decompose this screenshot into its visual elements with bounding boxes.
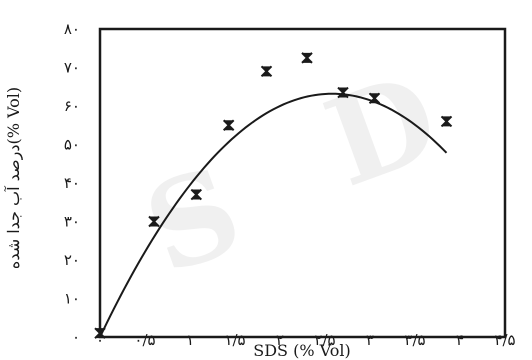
data-point-cross xyxy=(337,86,349,99)
y-tick-label: ۷۰ xyxy=(64,59,80,77)
x-tick-label: ۰ xyxy=(96,331,104,349)
x-axis-title: SDS (% Vol) xyxy=(253,341,350,360)
plot-frame xyxy=(98,27,507,339)
y-tick-label: ۰ xyxy=(72,328,80,346)
y-tick-label: ۶۰ xyxy=(64,97,80,115)
data-point-cross xyxy=(440,115,453,128)
data-point xyxy=(260,65,273,78)
x-tick-label: ۱/۵ xyxy=(224,331,245,349)
x-tick-label: ۲ xyxy=(276,331,284,349)
data-point xyxy=(94,327,106,339)
data-point xyxy=(222,119,235,131)
data-point-cross xyxy=(260,65,273,78)
data-points xyxy=(94,52,453,339)
data-point-cross xyxy=(148,215,160,228)
data-point xyxy=(368,92,381,105)
y-tick-label: ۳۰ xyxy=(64,213,80,231)
data-point xyxy=(190,188,203,201)
data-point-cross xyxy=(301,52,313,64)
y-tick-label: ۵۰ xyxy=(64,136,80,154)
x-tick-label: ۳ xyxy=(366,331,374,349)
data-point xyxy=(148,215,160,228)
y-tick-label: ۴۰ xyxy=(64,174,80,192)
x-tick-label: ۱ xyxy=(186,331,194,349)
data-point xyxy=(337,86,349,99)
data-point-cross xyxy=(368,92,381,105)
x-axis-ticks: ۰ ۰/۵ ۱ ۱/۵ ۲ ۲/۵ ۳ ۳/۵ ۴ ۴/۵ xyxy=(96,331,516,349)
x-tick-label: ۴/۵ xyxy=(494,331,515,349)
trend-line xyxy=(99,92,448,338)
x-tick-label: ۰/۵ xyxy=(134,331,155,349)
data-point-cross xyxy=(94,327,106,339)
x-tick-label: ۴ xyxy=(456,331,464,349)
y-axis-title: درصد آب جدا شده(% Vol) xyxy=(3,87,23,269)
y-tick-label: ۲۰ xyxy=(64,251,80,269)
y-tick-label: ۱۰ xyxy=(64,290,80,308)
y-tick-label: ۸۰ xyxy=(64,20,80,38)
data-point-cross xyxy=(190,188,203,201)
data-point xyxy=(440,115,453,128)
data-point xyxy=(301,52,313,64)
x-tick-label: ۳/۵ xyxy=(404,331,425,349)
y-axis-ticks: ۰ ۱۰ ۲۰ ۳۰ ۴۰ ۵۰ ۶۰ ۷۰ ۸۰ xyxy=(64,20,80,346)
x-tick-label: ۲/۵ xyxy=(314,331,335,349)
data-point-cross xyxy=(222,119,235,131)
